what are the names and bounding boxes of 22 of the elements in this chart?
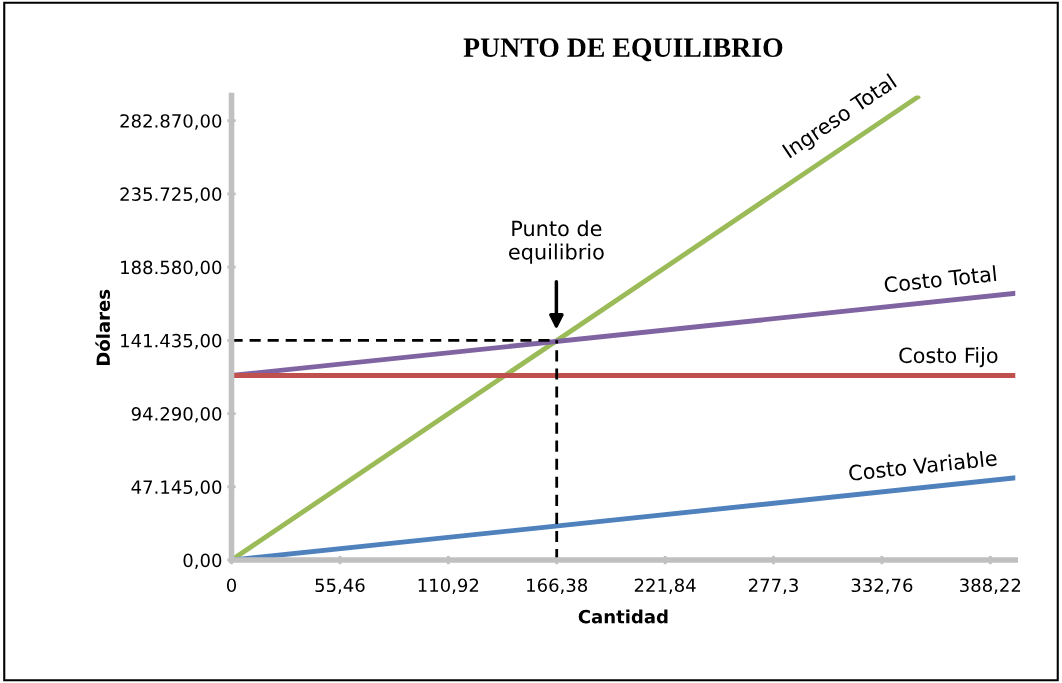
y-tick-label: 47.145,00 xyxy=(131,480,222,496)
text: Costo Variable xyxy=(848,449,998,482)
y-axis-title: Dólares xyxy=(95,289,111,366)
text: Costo Total xyxy=(883,265,997,293)
y-tick-label: 235.725,00 xyxy=(120,187,222,203)
x-tick-label: 166,38 xyxy=(527,578,588,594)
x-tick-label: 388,22 xyxy=(960,578,1021,594)
y-tick-label: 282.870,00 xyxy=(120,114,222,130)
x-tick-label: 0 xyxy=(226,578,237,593)
annotation: Punto de equilibrio xyxy=(509,220,604,264)
chart-title: PUNTO DE EQUILIBRIO xyxy=(463,38,783,62)
y-tick-label: 188.580,00 xyxy=(121,260,222,277)
x-tick-label: 110,92 xyxy=(418,578,479,594)
y-tick-label: 94.290,00 xyxy=(131,407,222,423)
y-tick-label: 141.435,00 xyxy=(121,333,222,350)
x-tick-label: 221,84 xyxy=(634,578,696,594)
x-tick-label: 55,46 xyxy=(315,578,365,594)
series-label: Costo Fijo xyxy=(899,347,998,368)
x-tick-label: 332,76 xyxy=(851,578,913,594)
y-tick-label: 0,00 xyxy=(183,553,222,570)
x-axis-title: Cantidad xyxy=(578,609,668,624)
x-tick-label: 277,3 xyxy=(748,578,798,594)
